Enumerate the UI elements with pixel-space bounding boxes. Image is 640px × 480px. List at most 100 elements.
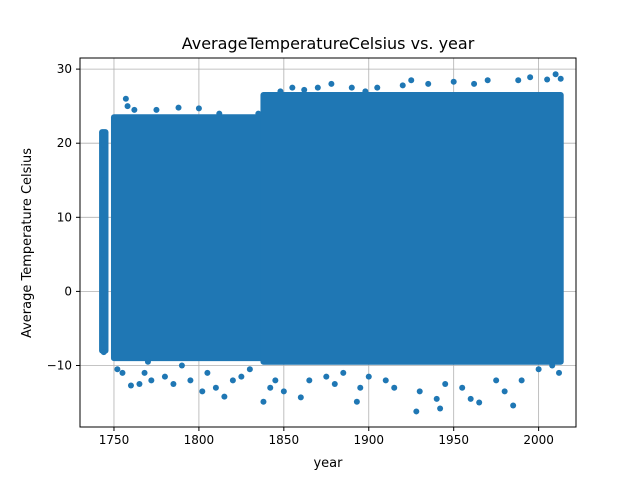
data-point bbox=[416, 388, 423, 395]
data-point bbox=[493, 377, 500, 384]
data-point bbox=[178, 362, 185, 369]
data-point bbox=[331, 381, 338, 388]
data-point bbox=[510, 402, 517, 409]
data-point bbox=[110, 117, 117, 124]
data-point bbox=[267, 384, 274, 391]
data-point bbox=[263, 92, 270, 99]
y-tick-label: 0 bbox=[64, 284, 72, 298]
x-tick-label: 1900 bbox=[353, 433, 384, 447]
data-point bbox=[549, 362, 556, 369]
plot-frame bbox=[79, 57, 577, 428]
data-point bbox=[100, 303, 107, 310]
data-point bbox=[437, 405, 444, 412]
data-point bbox=[212, 384, 219, 391]
data-point bbox=[515, 77, 522, 84]
dense-point-band bbox=[99, 129, 109, 354]
data-point bbox=[187, 377, 194, 384]
data-point bbox=[255, 110, 262, 117]
data-point bbox=[328, 80, 335, 87]
data-point bbox=[382, 377, 389, 384]
x-tick-label: 2000 bbox=[523, 433, 554, 447]
data-point bbox=[471, 80, 478, 87]
data-point bbox=[306, 377, 313, 384]
x-axis-label: year bbox=[313, 456, 343, 471]
data-point bbox=[556, 369, 563, 376]
data-point bbox=[246, 366, 253, 373]
data-point bbox=[484, 77, 491, 84]
data-point bbox=[442, 381, 449, 388]
data-point bbox=[204, 369, 211, 376]
data-point bbox=[362, 88, 369, 95]
data-point bbox=[100, 349, 107, 356]
x-tick-label: 1800 bbox=[184, 433, 215, 447]
data-point bbox=[229, 377, 236, 384]
data-point bbox=[353, 398, 360, 405]
data-point bbox=[425, 80, 432, 87]
dense-point-band bbox=[110, 114, 267, 362]
data-point bbox=[148, 377, 155, 384]
data-point bbox=[301, 86, 308, 93]
data-point bbox=[459, 384, 466, 391]
y-axis-label: Average Temperature Celsius bbox=[20, 148, 35, 338]
data-point bbox=[260, 398, 267, 405]
data-points-layer bbox=[100, 71, 564, 415]
data-point bbox=[199, 388, 206, 395]
data-point bbox=[450, 78, 457, 85]
data-point bbox=[161, 373, 168, 380]
data-point bbox=[100, 141, 107, 148]
data-point bbox=[136, 381, 143, 388]
data-point bbox=[141, 369, 148, 376]
data-point bbox=[314, 84, 321, 91]
data-point bbox=[119, 369, 126, 376]
data-point bbox=[501, 388, 508, 395]
data-point bbox=[100, 336, 107, 343]
data-point bbox=[413, 408, 420, 415]
data-point bbox=[216, 110, 223, 117]
data-point bbox=[433, 395, 440, 402]
y-tick-label: 30 bbox=[57, 62, 72, 76]
data-point bbox=[153, 106, 160, 113]
data-point bbox=[280, 388, 287, 395]
y-tick-label: 10 bbox=[57, 210, 72, 224]
dense-point-band bbox=[260, 92, 564, 365]
data-point bbox=[323, 373, 330, 380]
data-point bbox=[127, 382, 134, 389]
data-point bbox=[391, 384, 398, 391]
x-tick-label: 1750 bbox=[99, 433, 130, 447]
data-point bbox=[552, 71, 559, 78]
x-tick-label: 1950 bbox=[438, 433, 469, 447]
data-point bbox=[527, 74, 534, 81]
data-point bbox=[100, 251, 107, 258]
data-point bbox=[535, 366, 542, 373]
chart-title: AverageTemperatureCelsius vs. year bbox=[182, 34, 475, 53]
y-axis-ticks: −10 0 10 20 30 bbox=[47, 62, 80, 373]
data-point bbox=[408, 77, 415, 84]
data-point bbox=[348, 84, 355, 91]
data-point bbox=[374, 84, 381, 91]
data-point bbox=[467, 395, 474, 402]
data-point bbox=[175, 104, 182, 111]
data-point bbox=[476, 399, 483, 406]
data-point bbox=[221, 393, 228, 400]
data-point bbox=[289, 84, 296, 91]
data-point bbox=[272, 377, 279, 384]
y-tick-label: 20 bbox=[57, 136, 72, 150]
data-point bbox=[277, 88, 284, 95]
data-point bbox=[544, 76, 551, 83]
data-point bbox=[122, 95, 129, 102]
data-point bbox=[557, 75, 564, 82]
data-point bbox=[399, 82, 406, 89]
y-tick-label: −10 bbox=[47, 359, 72, 373]
data-point bbox=[518, 377, 525, 384]
data-point bbox=[238, 373, 245, 380]
x-tick-label: 1850 bbox=[269, 433, 300, 447]
data-point bbox=[357, 384, 364, 391]
data-point bbox=[195, 105, 202, 112]
data-point bbox=[131, 106, 138, 113]
data-point bbox=[297, 394, 304, 401]
data-point bbox=[170, 381, 177, 388]
data-point bbox=[100, 177, 107, 184]
data-point bbox=[340, 369, 347, 376]
